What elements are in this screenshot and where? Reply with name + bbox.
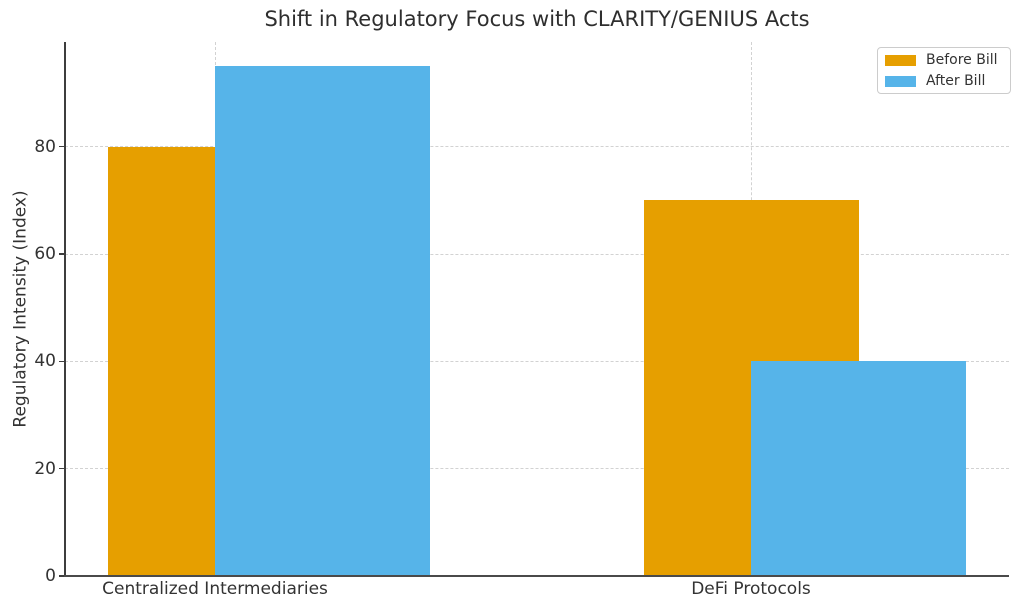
bar-after-bill-defi-protocols — [751, 361, 966, 576]
legend-swatch-before-bill — [885, 54, 916, 66]
x-tick-label-defi-protocols: DeFi Protocols — [691, 579, 811, 599]
y-tick-label-20: 20 — [34, 458, 56, 479]
y-tick-label-40: 40 — [34, 351, 56, 372]
legend-item-after-bill: After Bill — [885, 73, 1010, 89]
legend-label-before-bill: Before Bill — [926, 52, 998, 68]
y-tick-mark-0 — [59, 575, 65, 577]
y-tick-mark-80 — [59, 145, 65, 148]
chart-title: Shift in Regulatory Focus with CLARITY/G… — [264, 7, 810, 31]
y-tick-mark-40 — [59, 360, 65, 363]
y-tick-mark-60 — [59, 253, 65, 255]
y-axis-title: Regulatory Intensity (Index) — [11, 190, 32, 428]
legend-item-before-bill: Before Bill — [885, 52, 1010, 68]
x-axis-spine — [64, 574, 1009, 577]
gridline-y-80 — [65, 146, 1009, 148]
y-tick-label-60: 60 — [34, 243, 56, 264]
x-tick-label-centralized-intermediaries: Centralized Intermediaries — [102, 579, 328, 599]
y-tick-label-80: 80 — [34, 136, 56, 157]
gridline-y-60 — [65, 253, 1009, 255]
legend: Before Bill After Bill — [877, 47, 1011, 94]
legend-label-after-bill: After Bill — [926, 73, 986, 89]
y-axis-title-container: Regulatory Intensity (Index) — [8, 42, 34, 576]
plot-area — [64, 42, 1009, 577]
y-tick-mark-20 — [59, 467, 65, 470]
gridline-y-20 — [65, 468, 1009, 470]
y-tick-label-0: 0 — [45, 566, 56, 586]
legend-swatch-after-bill — [885, 75, 916, 87]
bar-after-bill-centralized-intermediaries — [215, 66, 430, 576]
gridline-y-40 — [65, 360, 1009, 362]
y-axis-spine — [64, 42, 66, 576]
